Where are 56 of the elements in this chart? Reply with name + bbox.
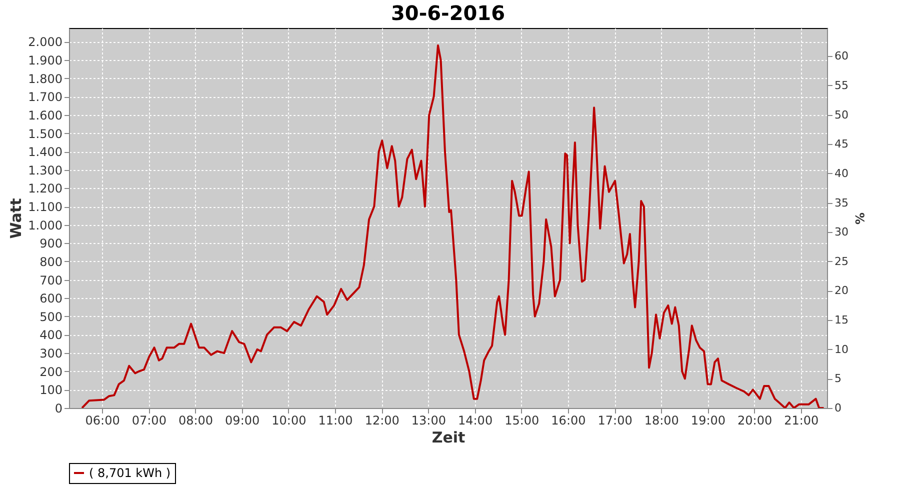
x-tick-label: 14:00 [458,414,493,428]
x-tick-label: 07:00 [132,414,166,428]
x-tick-label: 13:00 [411,414,446,428]
y-tick-label: 600 [40,292,62,306]
y-tick-label: 1.500 [28,126,62,141]
x-tick-label: 21:00 [784,414,819,428]
x-tick-label: 12:00 [364,414,400,428]
x-tick-label: 08:00 [178,414,214,428]
y2-tick-label: 15 [834,314,848,327]
x-tick-label: 17:00 [598,414,632,428]
y2-tick-label: 0 [834,402,842,414]
y2-tick-label: 35 [834,196,848,210]
y-tick-label: 200 [40,364,62,379]
y-tick-label: 100 [40,383,62,398]
y-tick-label: 800 [40,254,62,269]
y-tick-label: 1.200 [28,182,62,196]
y2-tick-label: 50 [834,108,848,122]
y2-tick-label: 45 [834,138,848,151]
y-tick-label: 1.100 [28,200,62,214]
line-series [81,44,825,408]
x-tick-label: 18:00 [644,414,679,428]
y-tick-label: 1.700 [28,90,62,104]
y-tick-label: 2.000 [28,35,62,50]
y-tick-label: 1.800 [28,72,62,86]
y-axis-title: Watt [7,198,26,239]
y-tick-label: 300 [40,346,62,361]
y2-tick-label: 25 [834,254,848,268]
y-tick-label: 1.600 [28,108,62,122]
chart-title: 30-6-2016 [390,1,506,25]
legend-label: ( 8,701 kWh ) [89,466,171,480]
y-tick-label: 1.400 [28,145,62,160]
x-tick-label: 19:00 [690,414,726,428]
y2-tick-label: 40 [834,166,848,180]
x-axis-title: Zeit [432,428,466,446]
y-tick-label: 400 [40,328,62,342]
x-tick-label: 11:00 [318,414,353,428]
y2-axis-title: % [852,212,866,225]
x-tick-label: 09:00 [225,414,260,428]
x-tick-label: 10:00 [272,414,306,428]
y-tick-label: 700 [40,273,62,288]
y-tick-label: 1.000 [28,218,62,232]
x-tick-label: 15:00 [504,414,540,428]
x-tick-label: 20:00 [738,414,772,428]
x-tick-label: 16:00 [551,414,586,428]
y2-tick-label: 10 [834,342,848,356]
y-tick-label: 1.900 [28,54,62,68]
y2-tick-label: 55 [834,78,848,92]
x-tick-label: 06:00 [85,414,120,428]
y2-tick-label: 5 [834,372,842,386]
y-tick-label: 500 [40,310,62,324]
y2-tick-label: 30 [834,226,848,239]
y2-tick-label: 20 [834,284,848,298]
y-tick-label: 900 [40,236,62,251]
y-tick-label: 0 [54,402,62,416]
y-tick-label: 1.300 [28,163,62,178]
y2-tick-label: 60 [834,50,848,63]
